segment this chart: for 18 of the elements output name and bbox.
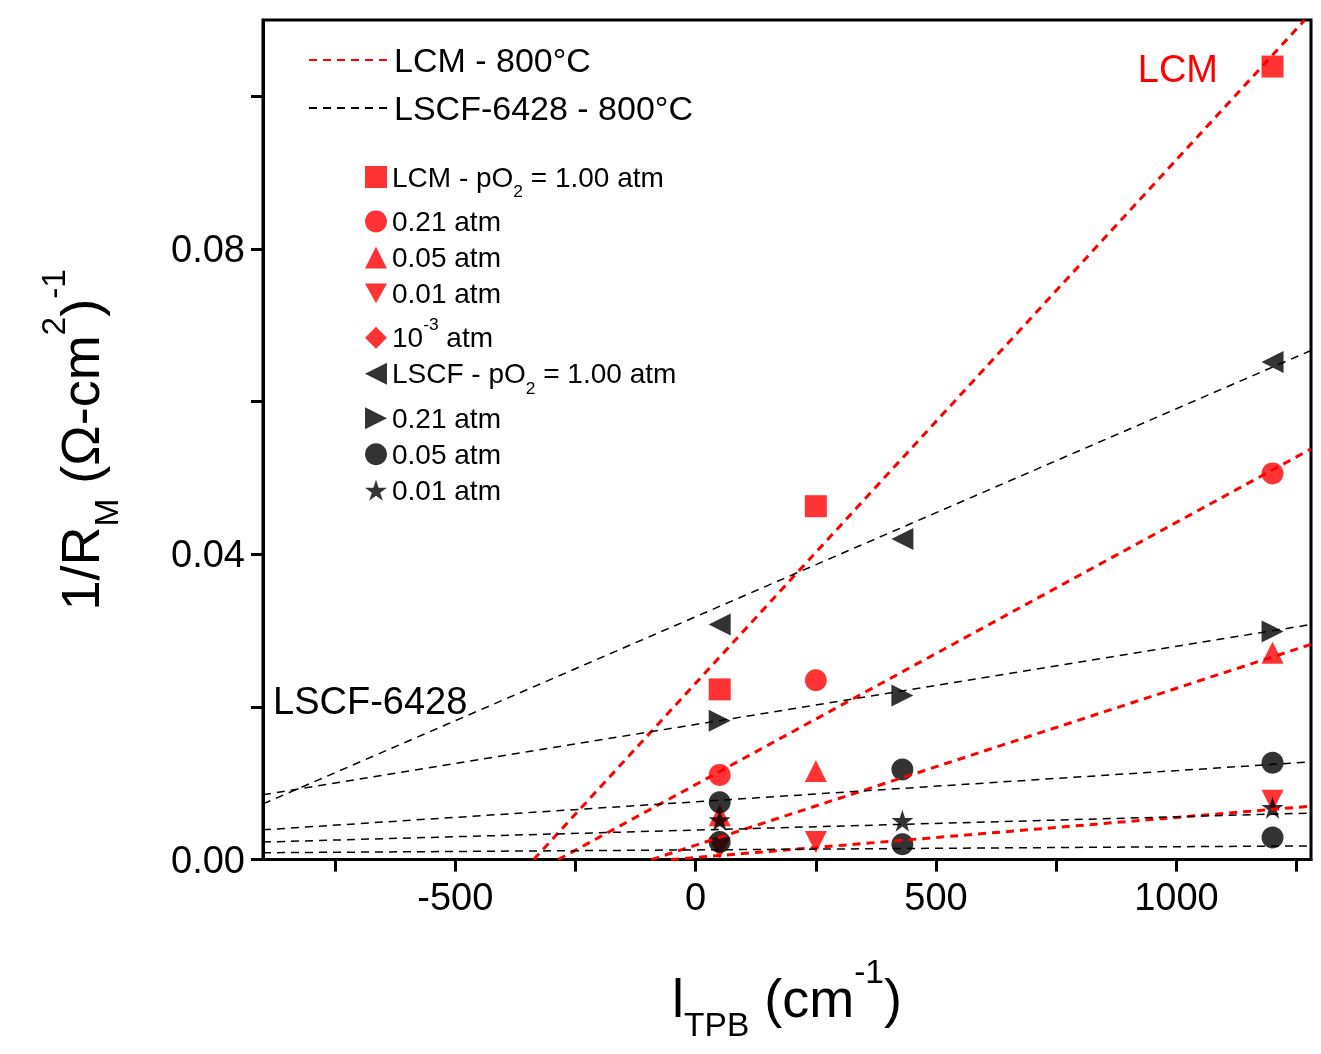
legend-label: LCM - 800°C [394,41,591,79]
legend-label: 0.21 atm [392,205,501,237]
y-tick-label: 0.04 [171,533,245,576]
y-tick-label: 0.08 [171,227,245,270]
x-tick-label: 500 [904,875,968,918]
y-tick-label: 0.00 [171,838,245,881]
x-tick-label: 1000 [1134,875,1219,918]
annotation: LCM [1137,48,1218,90]
legend-label: 0.21 atm [392,402,509,434]
y-axis-title: 1/RM (Ω-cm2)-1 [34,269,125,611]
legend-label: 0.01 atm [392,277,501,309]
legend-label: 0.05 atm [392,241,501,273]
annotation: LSCF-6428 [273,680,468,722]
x-tick-label: -500 [417,875,494,918]
legend-label: 0.01 atm [392,474,509,506]
x-tick-label: 0 [685,875,707,918]
legend-label: LSCF-6428 - 800°C [394,89,693,127]
legend-label: 0.05 atm [392,438,509,470]
